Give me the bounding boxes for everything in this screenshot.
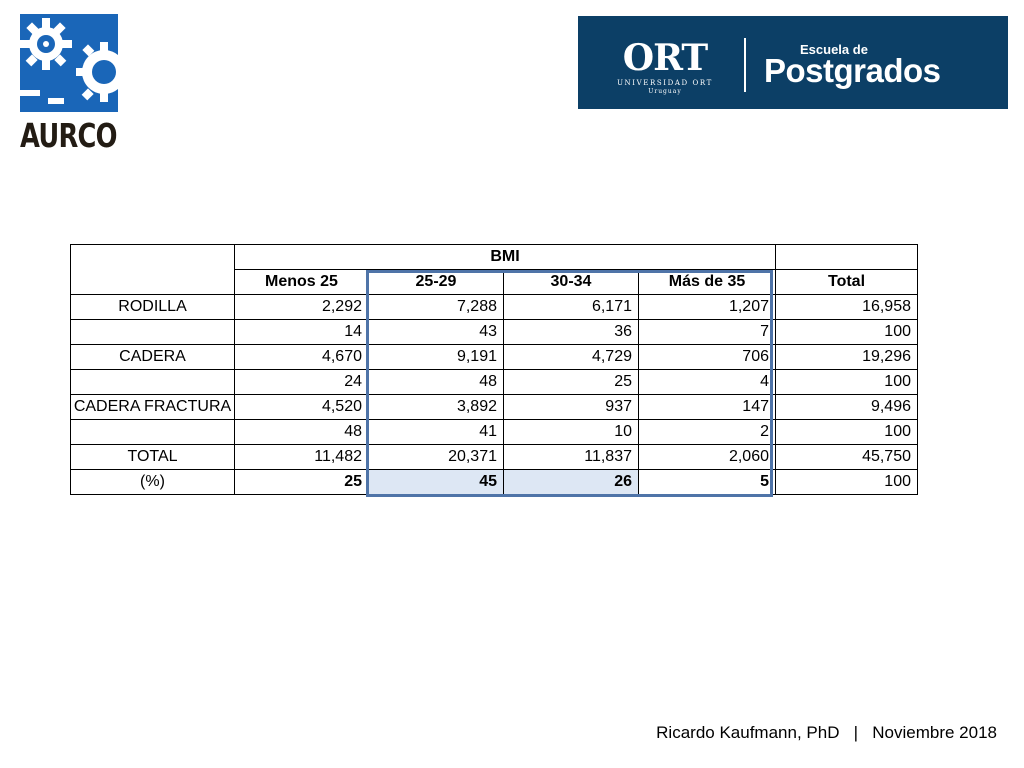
table-cell: 9,191 <box>368 344 504 370</box>
table-cell: 4 <box>638 369 776 395</box>
table-cell: 48 <box>368 369 504 395</box>
table-cell: 10 <box>503 419 639 445</box>
table-cell: 11,837 <box>503 444 639 470</box>
table-cell: 20,371 <box>368 444 504 470</box>
footer-separator: | <box>853 723 859 742</box>
table-cell: 14 <box>234 319 369 345</box>
table-cell: 45,750 <box>775 444 918 470</box>
table-cell: 5 <box>638 469 776 495</box>
footer-date: Noviembre 2018 <box>872 723 997 742</box>
row-label: RODILLA <box>70 294 235 320</box>
aurco-logo: AURCO <box>20 14 120 156</box>
column-header: 30-34 <box>503 269 639 295</box>
table-cell: 4,670 <box>234 344 369 370</box>
table-empty-header-cell <box>775 244 918 270</box>
escuela-text: Escuela de <box>800 42 868 57</box>
table-cell: 16,958 <box>775 294 918 320</box>
table-cell: 2,292 <box>234 294 369 320</box>
table-row: 48 41 10 2 100 <box>70 419 918 445</box>
table-cell: 11,482 <box>234 444 369 470</box>
row-label <box>70 419 235 445</box>
column-header: 25-29 <box>368 269 504 295</box>
row-label: (%) <box>70 469 235 495</box>
table-cell: 45 <box>368 469 504 495</box>
column-header: Menos 25 <box>234 269 369 295</box>
table-cell: 100 <box>775 319 918 345</box>
footer: Ricardo Kaufmann, PhD | Noviembre 2018 <box>656 723 997 743</box>
table-cell: 706 <box>638 344 776 370</box>
table-cell: 7 <box>638 319 776 345</box>
table-cell: 9,496 <box>775 394 918 420</box>
table-row-percent: (%) 25 45 26 5 100 <box>70 469 918 495</box>
table-cell: 100 <box>775 369 918 395</box>
table-cell: 2 <box>638 419 776 445</box>
bmi-table: BMI Menos 25 25-29 30-34 Más de 35 Total… <box>70 244 918 495</box>
table-row: TOTAL 11,482 20,371 11,837 2,060 45,750 <box>70 444 918 470</box>
ort-university-line: UNIVERSIDAD ORT <box>617 79 713 87</box>
table-cell: 43 <box>368 319 504 345</box>
column-header: Total <box>775 269 918 295</box>
table-cell: 2,060 <box>638 444 776 470</box>
logo-divider <box>744 38 746 92</box>
table-cell: 6,171 <box>503 294 639 320</box>
table-cell: 937 <box>503 394 639 420</box>
table-cell: 25 <box>503 369 639 395</box>
row-label: CADERA <box>70 344 235 370</box>
row-label <box>70 369 235 395</box>
table-cell: 147 <box>638 394 776 420</box>
ort-mark: ORT UNIVERSIDAD ORT Uruguay <box>600 38 730 96</box>
bmi-group-header: BMI <box>234 244 776 270</box>
aurco-wordmark: AURCO <box>20 116 118 155</box>
table-row: CADERA FRACTURA 4,520 3,892 937 147 9,49… <box>70 394 918 420</box>
table-cell: 25 <box>234 469 369 495</box>
row-label <box>70 319 235 345</box>
table-cell: 26 <box>503 469 639 495</box>
table-cell: 7,288 <box>368 294 504 320</box>
table-cell: 3,892 <box>368 394 504 420</box>
table-row: RODILLA 2,292 7,288 6,171 1,207 16,958 <box>70 294 918 320</box>
table-row: 24 48 25 4 100 <box>70 369 918 395</box>
table-cell: 36 <box>503 319 639 345</box>
ort-country-line: Uruguay <box>648 88 682 95</box>
table-cell: 41 <box>368 419 504 445</box>
table-row: CADERA 4,670 9,191 4,729 706 19,296 <box>70 344 918 370</box>
column-header: Más de 35 <box>638 269 776 295</box>
gears-icon <box>20 14 118 112</box>
table-cell: 1,207 <box>638 294 776 320</box>
ort-wordmark: ORT <box>622 37 708 79</box>
table-cell: 19,296 <box>775 344 918 370</box>
row-label: CADERA FRACTURA <box>70 394 235 420</box>
table-group-header-row: BMI <box>70 244 918 295</box>
table-cell: 4,729 <box>503 344 639 370</box>
table-row: 14 43 36 7 100 <box>70 319 918 345</box>
table-cell: 4,520 <box>234 394 369 420</box>
footer-author: Ricardo Kaufmann, PhD <box>656 723 840 742</box>
postgrados-text: Postgrados <box>764 52 941 89</box>
ort-postgrados-logo: ORT UNIVERSIDAD ORT Uruguay Escuela de P… <box>578 16 1008 109</box>
table-cell: 100 <box>775 469 918 495</box>
table-corner-cell <box>70 244 235 295</box>
table-cell: 24 <box>234 369 369 395</box>
table-cell: 100 <box>775 419 918 445</box>
row-label: TOTAL <box>70 444 235 470</box>
table-cell: 48 <box>234 419 369 445</box>
